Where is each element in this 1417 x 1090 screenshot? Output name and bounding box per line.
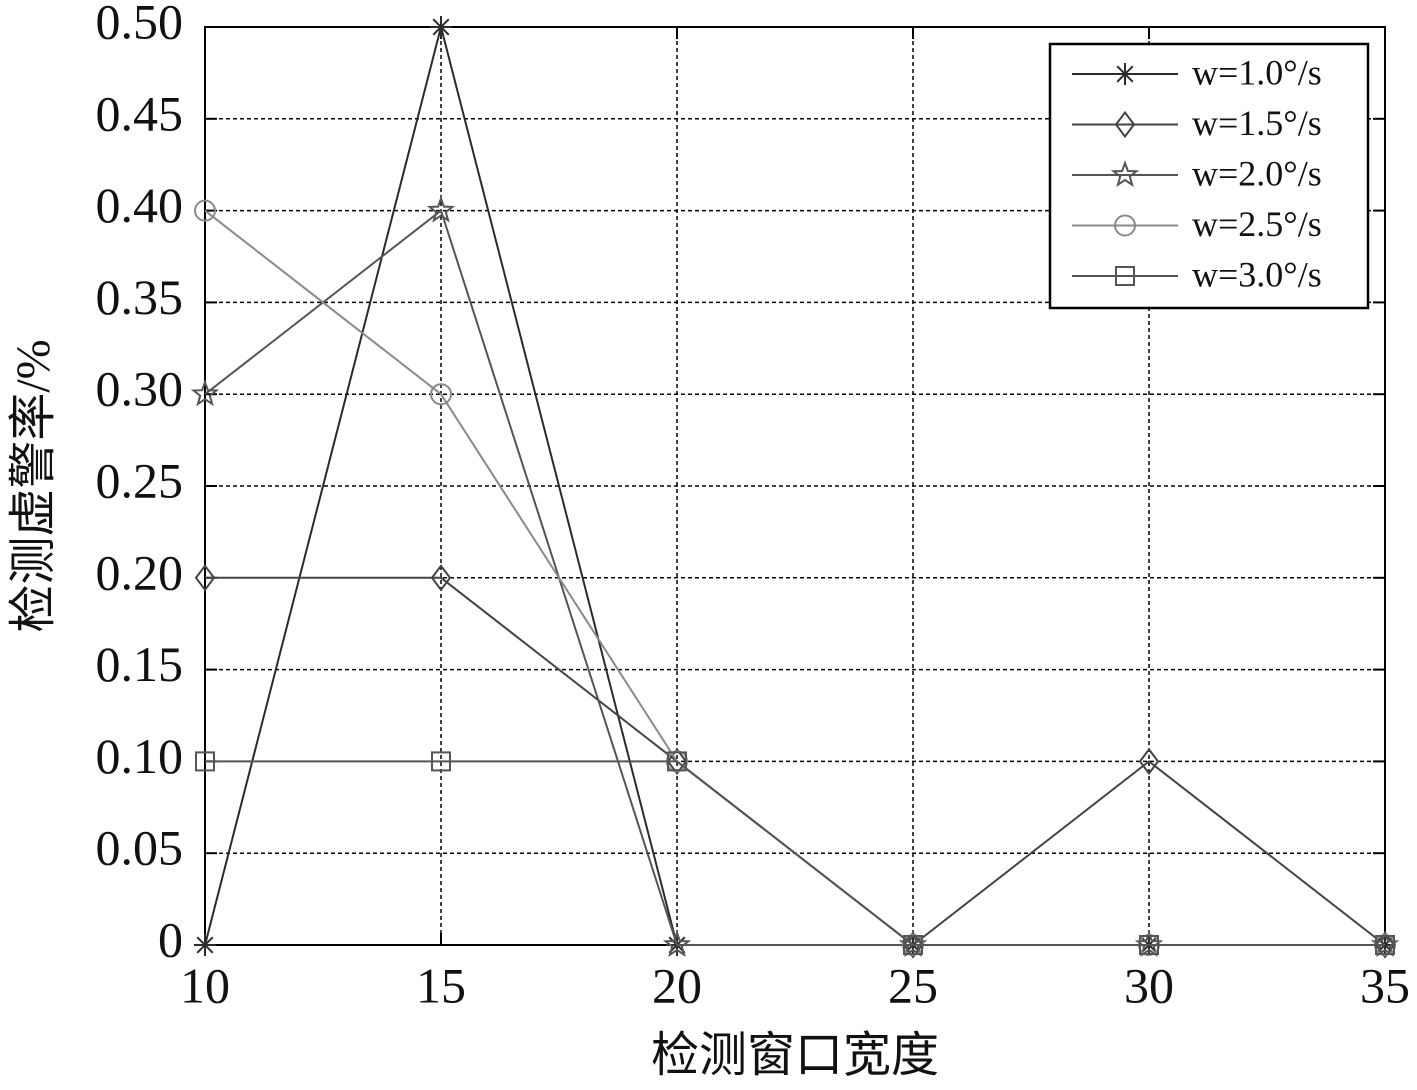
data-point (194, 199, 216, 222)
legend-marker (1110, 160, 1140, 188)
data-point (430, 564, 452, 592)
y-tick-label: 0.10 (96, 728, 184, 784)
data-point (194, 564, 216, 592)
data-point (194, 934, 216, 956)
y-axis-label: 检测虚警率/% (7, 339, 60, 632)
data-point (426, 195, 456, 223)
legend-label: w=1.0°/s (1192, 52, 1322, 92)
data-point (903, 935, 923, 955)
y-tick-label: 0.30 (96, 361, 184, 417)
legend-label: w=1.5°/s (1192, 103, 1322, 143)
x-tick-label: 30 (1124, 957, 1174, 1013)
data-point (662, 930, 692, 958)
data-point (430, 16, 452, 38)
x-tick-label: 10 (180, 957, 230, 1013)
legend-marker (1114, 214, 1136, 237)
data-point (1139, 935, 1159, 955)
series-line (205, 760, 1385, 946)
x-tick-label: 20 (652, 957, 702, 1013)
y-tick-label: 0 (158, 911, 183, 967)
x-tick-label: 35 (1360, 957, 1410, 1013)
legend-label: w=2.0°/s (1192, 153, 1322, 193)
data-point (1138, 747, 1160, 776)
y-tick-label: 0.45 (96, 85, 184, 141)
legend-marker (1115, 266, 1135, 286)
y-tick-label: 0.40 (96, 177, 184, 233)
data-point (430, 383, 452, 406)
data-point (195, 751, 215, 772)
y-tick-label: 0.25 (96, 452, 184, 508)
x-axis-label: 检测窗口宽度 (651, 1029, 939, 1082)
data-point (431, 751, 451, 772)
legend-label: w=2.5°/s (1192, 204, 1322, 244)
y-tick-label: 0.20 (96, 544, 184, 600)
y-tick-label: 0.05 (96, 820, 184, 876)
x-tick-label: 25 (888, 957, 938, 1013)
legend-label: w=3.0°/s (1192, 254, 1322, 294)
data-point (1375, 935, 1395, 955)
data-point (667, 751, 687, 772)
y-tick-label: 0.50 (96, 0, 184, 49)
data-point (190, 379, 220, 407)
y-tick-label: 0.35 (96, 269, 184, 325)
legend-marker (1114, 110, 1136, 139)
data-point (666, 747, 688, 776)
y-tick-label: 0.15 (96, 636, 184, 692)
x-tick-label: 15 (416, 957, 466, 1013)
legend-marker (1114, 63, 1136, 85)
